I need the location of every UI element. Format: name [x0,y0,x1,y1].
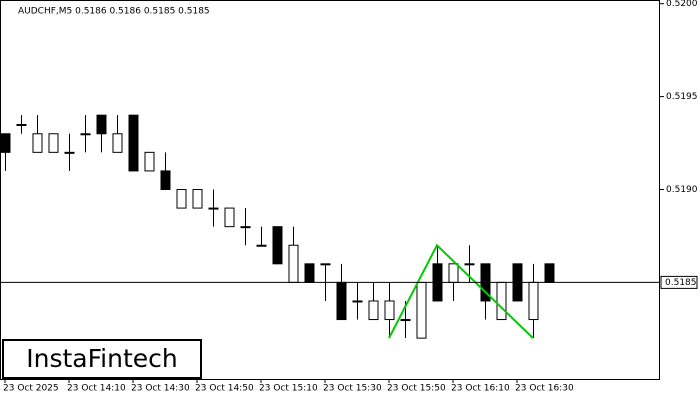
candle-body [400,319,411,322]
candle-body [352,300,363,303]
candle-body [208,207,219,210]
x-tick-label: 23 Oct 14:50 [195,384,254,394]
candle-body [288,244,299,283]
y-tick-label: 0.5195 [666,92,698,102]
current-price-box [660,275,698,289]
candle-body [528,281,539,321]
candle-body [464,263,475,266]
candle-body [224,207,235,228]
candle-body [48,133,59,153]
x-tick-label: 23 Oct 15:30 [323,384,382,394]
candle-body [320,263,331,266]
candle-body [272,226,283,265]
candle-body [16,123,27,126]
pattern-line [388,243,534,339]
current-price-label: 0.5185 [665,278,697,288]
x-tick-label: 23 Oct 14:10 [67,384,126,394]
candle-body [144,151,155,172]
y-tick-label: 0.5190 [666,185,698,195]
candle-body [304,263,315,283]
candle-body [112,133,123,153]
candle-body [96,114,107,135]
plot-frame [0,0,660,380]
x-tick-label: 23 Oct 15:50 [387,384,446,394]
candle-body [384,300,395,321]
x-tick-label: 23 Oct 15:10 [259,384,318,394]
y-tick-label: 0.5200 [666,0,698,9]
candle-body [64,151,75,154]
x-tick-label: 23 Oct 16:30 [515,384,574,394]
chart-title: AUDCHF,M5 0.5186 0.5186 0.5185 0.5185 [18,7,210,17]
logo-box [2,339,202,379]
x-tick-label: 23 Oct 14:30 [131,384,190,394]
candle-body [80,133,91,136]
candle-body [176,189,187,209]
candle-body [0,133,11,153]
candle-body [128,114,139,172]
candle-body [192,189,203,209]
candle-body [368,300,379,321]
candle-body [240,226,251,229]
x-tick-label: 23 Oct 2025 [3,384,59,394]
candle-body [160,170,171,191]
candle-body [416,281,427,339]
candle-body [256,244,267,247]
candle-body [496,281,507,321]
candle-body [336,281,347,321]
candle-body [544,263,555,283]
candle-body [32,133,43,153]
logo: InstaFintech [26,344,178,373]
candle-body [448,263,459,283]
x-tick-label: 23 Oct 16:10 [451,384,510,394]
